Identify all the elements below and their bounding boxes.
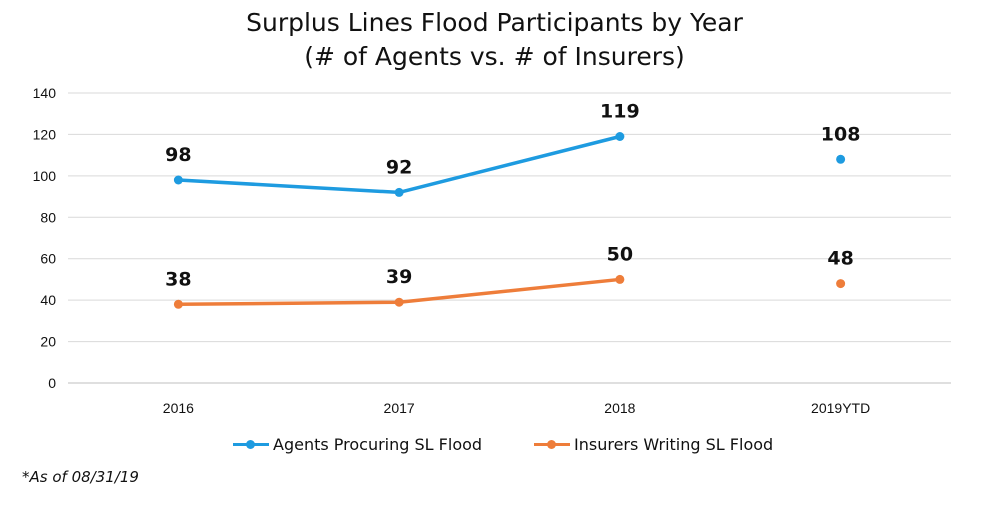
- data-point: [173, 175, 183, 185]
- data-point: [836, 279, 846, 289]
- legend-dot-agents: [246, 440, 255, 449]
- data-point: [836, 154, 846, 164]
- chart-title: Surplus Lines Flood Participants by Year…: [0, 6, 989, 74]
- y-tick-label: 80: [40, 209, 56, 225]
- data-label: 50: [607, 243, 633, 265]
- data-label: 48: [827, 248, 853, 270]
- data-point: [173, 299, 183, 309]
- y-tick-label: 100: [33, 168, 57, 184]
- x-tick-label: 2016: [163, 400, 194, 416]
- data-point: [394, 187, 404, 197]
- legend-item-insurers: Insurers Writing SL Flood: [534, 430, 773, 458]
- x-tick-label: 2017: [384, 400, 415, 416]
- legend-label-agents: Agents Procuring SL Flood: [273, 434, 483, 454]
- legend-dot-insurers: [547, 440, 556, 449]
- y-tick-label: 20: [40, 334, 56, 350]
- chart-legend: Agents Procuring SL Flood Insurers Writi…: [0, 430, 989, 458]
- y-tick-label: 140: [33, 85, 57, 101]
- chart-title-line-2: (# of Agents vs. # of Insurers): [304, 42, 685, 71]
- legend-swatch-insurers-icon: [534, 430, 570, 458]
- data-label: 108: [821, 123, 861, 145]
- data-label: 98: [165, 144, 191, 166]
- y-tick-label: 120: [33, 126, 57, 142]
- y-tick-label: 40: [40, 292, 56, 308]
- data-label: 38: [165, 268, 191, 290]
- data-label: 92: [386, 156, 412, 178]
- y-tick-label: 60: [40, 251, 56, 267]
- data-point: [615, 274, 625, 284]
- chart-title-line-1: Surplus Lines Flood Participants by Year: [246, 8, 743, 37]
- x-tick-label: 2019YTD: [811, 400, 870, 416]
- x-tick-label: 2018: [604, 400, 635, 416]
- data-point: [394, 297, 404, 307]
- line-chart: 0 20 40 60 80 100 120 140 2016 2017 2018 2019YTD 98 9…: [33, 85, 951, 416]
- data-point: [615, 132, 625, 141]
- data-label: 119: [600, 101, 640, 123]
- footnote: *As of 08/31/19: [22, 468, 139, 486]
- legend-swatch-agents-icon: [233, 430, 269, 458]
- legend-item-agents: Agents Procuring SL Flood: [233, 430, 482, 458]
- data-label: 39: [386, 266, 412, 288]
- legend-label-insurers: Insurers Writing SL Flood: [574, 434, 774, 454]
- y-tick-label: 0: [48, 375, 56, 391]
